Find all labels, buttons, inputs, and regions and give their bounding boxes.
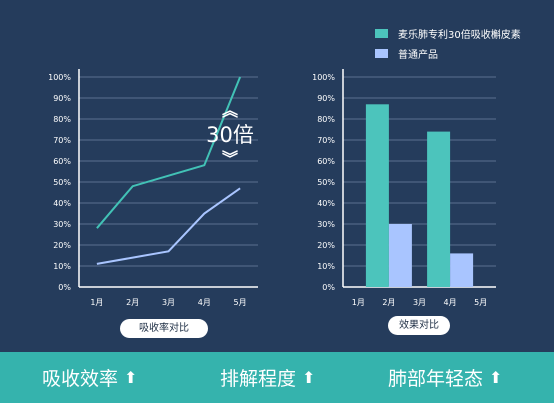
bar-chart-y-tick-label: 60%: [317, 157, 335, 166]
bar-chart-y-tick-label: 100%: [312, 73, 335, 82]
line-chart-y-tick-label: 0%: [58, 283, 71, 292]
feature-relief: 排解程度 ⬆: [220, 352, 315, 403]
feature-absorption: 吸收效率 ⬆: [42, 352, 137, 403]
bar-chart-legend: 麦乐肺专利30倍吸收槲皮素 普通产品: [375, 23, 521, 63]
double-chevron-up-icon: ︽: [221, 101, 238, 120]
double-chevron-down-icon: ︾: [221, 149, 238, 168]
line-chart-x-tick-label: 4月: [198, 298, 211, 307]
up-arrow-icon: ⬆: [302, 368, 316, 387]
legend-item-normal: 普通产品: [375, 43, 521, 63]
line-chart-y-tick-label: 80%: [53, 115, 71, 124]
line-chart-y-tick-label: 20%: [53, 241, 71, 250]
line-series-1: [96, 187, 241, 265]
feature-footer: 吸收效率 ⬆ 排解程度 ⬆ 肺部年轻态 ⬆: [0, 352, 554, 403]
legend-swatch-teal: [375, 28, 388, 38]
line-chart-y-tick-label: 70%: [53, 136, 71, 145]
up-arrow-icon: ⬆: [124, 368, 138, 387]
bar-chart-y-tick-label: 0%: [322, 283, 335, 292]
bar-chart: 0% 10% 20% 30% 40% 50% 60% 70% 80% 90% 100% 1月 2月 3月 4…: [312, 69, 496, 307]
legend-item-patent: 麦乐肺专利30倍吸收槲皮素: [375, 23, 521, 43]
line-chart-y-tick-label: 90%: [53, 94, 71, 103]
legend-label-normal: 普通产品: [398, 49, 438, 61]
legend-label-patent: 麦乐肺专利30倍吸收槲皮素: [398, 29, 521, 41]
line-chart-caption: 吸收率对比: [120, 319, 208, 338]
line-chart-x-tick-label: 1月: [90, 298, 103, 307]
multiplier-label: 30倍: [206, 123, 254, 147]
multiplier-callout: ︽ 30倍 ︾: [204, 103, 256, 167]
line-chart-y-tick-label: 50%: [53, 178, 71, 187]
bar-chart-y-tick-label: 40%: [317, 199, 335, 208]
bar-chart-y-tick-label: 50%: [317, 178, 335, 187]
line-chart: 0% 10% 20% 30% 40% 50% 60% 70% 80% 90% 100% 1月 2月 3月 4…: [48, 69, 258, 307]
feature-label: 吸收效率: [42, 368, 119, 390]
feature-label: 肺部年轻态: [388, 368, 484, 390]
bar-chart-y-tick-label: 30%: [317, 220, 335, 229]
line-chart-y-tick-label: 10%: [53, 262, 71, 271]
bar-chart-y-tick-label: 70%: [317, 136, 335, 145]
bar-chart-y-tick-label: 10%: [317, 262, 335, 271]
bar-chart-x-tick-label: 1月: [352, 298, 365, 307]
line-chart-y-tick-label: 30%: [53, 220, 71, 229]
feature-lung-youth: 肺部年轻态 ⬆: [388, 352, 502, 403]
bar-chart-y-tick-label: 20%: [317, 241, 335, 250]
feature-label: 排解程度: [220, 368, 297, 390]
bar-chart-x-tick-label: 2月: [382, 298, 395, 307]
bar-normal: [388, 224, 412, 287]
line-chart-y-tick-label: 100%: [48, 73, 71, 82]
line-chart-y-tick-label: 60%: [53, 157, 71, 166]
bar-patent: [427, 131, 451, 287]
bar-chart-caption: 效果对比: [388, 316, 450, 335]
legend-swatch-blue: [375, 48, 388, 58]
bar-chart-x-tick-label: 3月: [413, 298, 426, 307]
line-chart-y-tick-label: 40%: [53, 199, 71, 208]
line-chart-x-tick-label: 2月: [126, 298, 139, 307]
bar-chart-x-tick-label: 4月: [444, 298, 457, 307]
bar-chart-x-tick-label: 5月: [474, 298, 487, 307]
bar-patent: [365, 104, 389, 287]
bar-chart-y-tick-label: 90%: [317, 94, 335, 103]
bar-normal: [450, 253, 474, 287]
line-chart-x-tick-label: 3月: [162, 298, 175, 307]
line-chart-x-tick-label: 5月: [234, 298, 247, 307]
bar-chart-y-tick-label: 80%: [317, 115, 335, 124]
up-arrow-icon: ⬆: [489, 368, 503, 387]
